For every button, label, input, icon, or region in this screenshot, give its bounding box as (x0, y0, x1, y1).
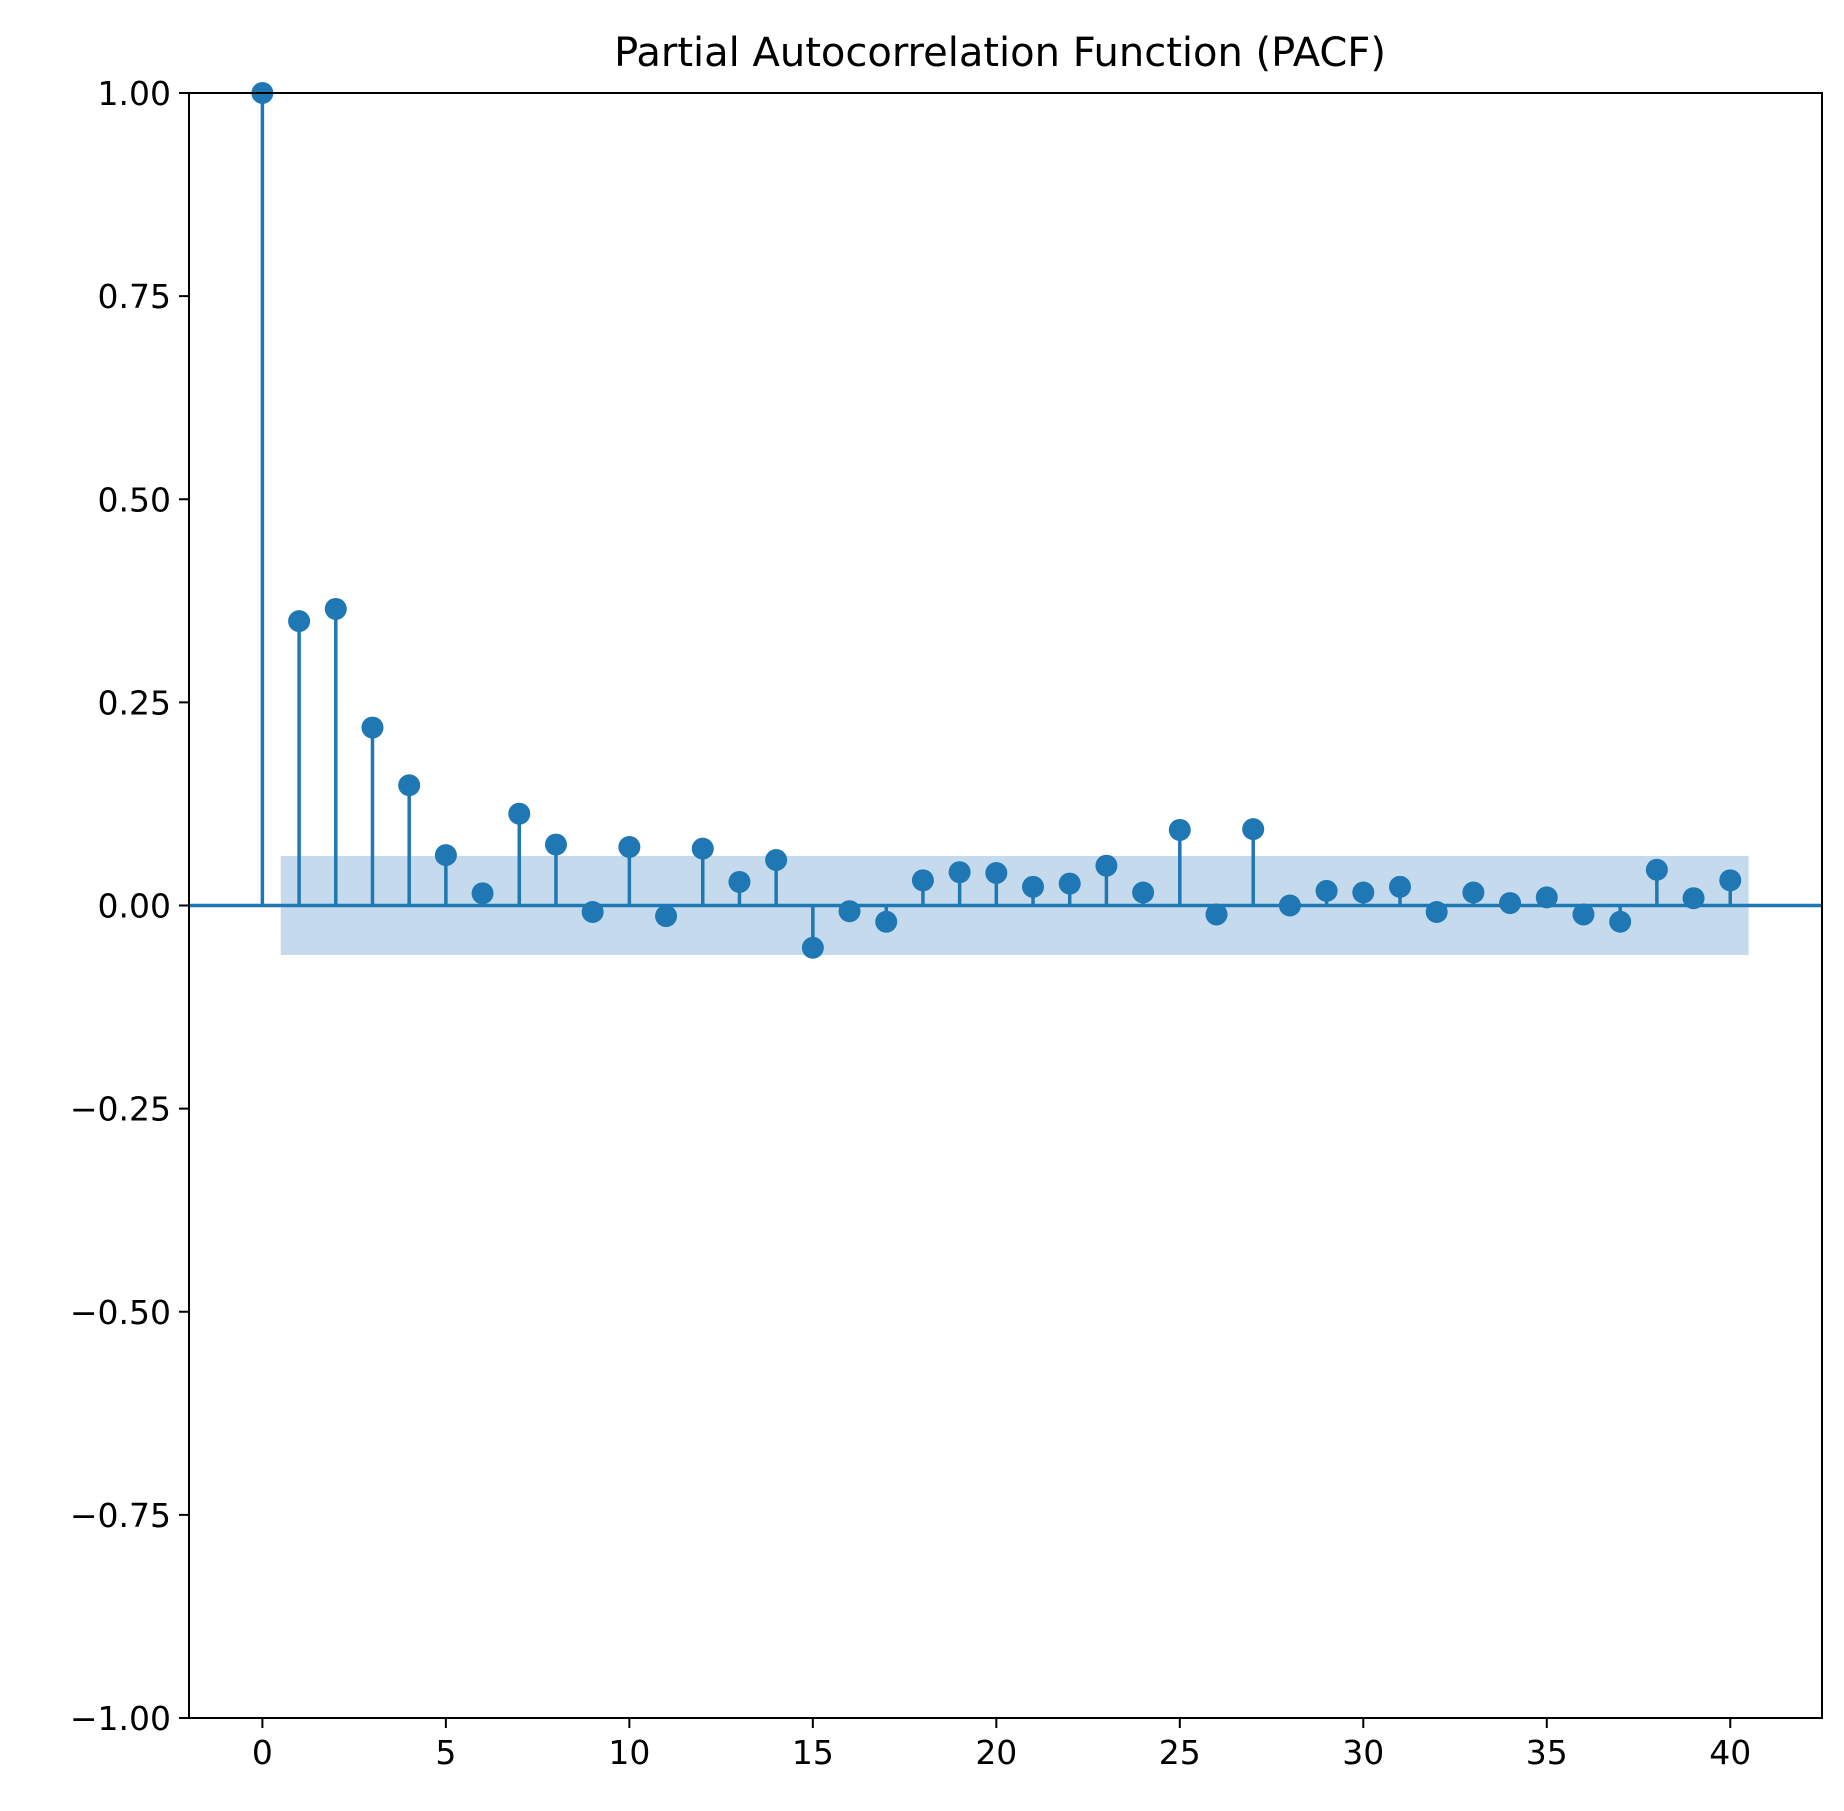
plot-frame (188, 92, 1823, 1719)
stem-marker-lag-39 (1682, 887, 1705, 910)
stem-marker-lag-38 (1645, 858, 1668, 881)
stem-marker-lag-3 (361, 716, 384, 739)
stem-marker-lag-12 (691, 837, 714, 860)
y-tick-label: −0.75 (70, 1496, 171, 1535)
stem-marker-lag-28 (1278, 894, 1301, 917)
x-tick-label: 10 (608, 1733, 650, 1772)
y-tick-label: 0.00 (98, 887, 171, 926)
stem-marker-lag-8 (544, 833, 567, 856)
y-tick-label: −1.00 (70, 1699, 171, 1738)
stem-marker-lag-11 (655, 905, 678, 928)
y-tick-label: −0.25 (70, 1090, 171, 1129)
stem-marker-lag-10 (618, 836, 641, 858)
y-tick-label: 0.50 (98, 480, 171, 519)
stem-series (251, 82, 1742, 959)
y-tick-label: 0.25 (98, 683, 171, 722)
stem-marker-lag-33 (1462, 881, 1485, 904)
stem-marker-lag-27 (1242, 818, 1265, 841)
stem-marker-lag-25 (1168, 818, 1191, 841)
stem-marker-lag-16 (838, 900, 861, 923)
x-tick-label: 5 (435, 1733, 456, 1772)
stem-marker-lag-29 (1315, 879, 1338, 902)
stem-marker-lag-17 (875, 910, 898, 933)
stem-marker-lag-36 (1572, 903, 1595, 926)
x-tick-label: 0 (252, 1733, 273, 1772)
stem-marker-lag-31 (1388, 875, 1411, 898)
stem-marker-lag-9 (581, 901, 604, 923)
chart-title: Partial Autocorrelation Function (PACF) (614, 30, 1386, 76)
stem-marker-lag-37 (1609, 910, 1632, 933)
stem-marker-lag-22 (1058, 872, 1081, 895)
stem-marker-lag-2 (324, 597, 347, 620)
y-axis-ticks: −1.00 −0.75 −0.50 −0.25 0.00 0.25 0.50 0.75 1.00 (70, 74, 189, 1738)
stem-marker-lag-20 (985, 862, 1008, 884)
stem-marker-lag-7 (508, 802, 531, 825)
stem-marker-lag-1 (288, 610, 311, 633)
x-tick-label: 30 (1342, 1733, 1384, 1772)
stem-marker-lag-26 (1205, 903, 1228, 926)
stem-marker-lag-24 (1132, 881, 1155, 904)
y-tick-label: −0.50 (70, 1293, 171, 1332)
stem-marker-lag-15 (801, 936, 824, 959)
stem-marker-lag-23 (1095, 854, 1118, 877)
y-tick-label: 1.00 (98, 74, 171, 113)
x-tick-label: 20 (975, 1733, 1017, 1772)
stem-marker-lag-35 (1535, 886, 1558, 909)
stem-marker-lag-40 (1719, 869, 1742, 892)
x-axis-ticks: 0 5 10 15 20 25 30 35 40 (252, 1718, 1751, 1772)
stem-marker-lag-32 (1425, 901, 1448, 923)
y-tick-label: 0.75 (98, 277, 171, 316)
stem-marker-lag-18 (911, 869, 934, 892)
stem-marker-lag-34 (1499, 892, 1522, 915)
stem-marker-lag-19 (948, 861, 971, 884)
x-tick-label: 15 (792, 1733, 834, 1772)
stem-marker-lag-13 (728, 870, 751, 893)
stem-marker-lag-14 (765, 849, 788, 871)
x-tick-label: 25 (1159, 1733, 1201, 1772)
stem-marker-lag-4 (398, 774, 421, 797)
stem-marker-lag-21 (1022, 875, 1045, 898)
x-tick-label: 35 (1526, 1733, 1568, 1772)
stem-marker-lag-6 (471, 882, 494, 905)
x-tick-label: 40 (1709, 1733, 1751, 1772)
stem-marker-lag-30 (1352, 881, 1375, 904)
stem-marker-lag-5 (434, 844, 457, 867)
